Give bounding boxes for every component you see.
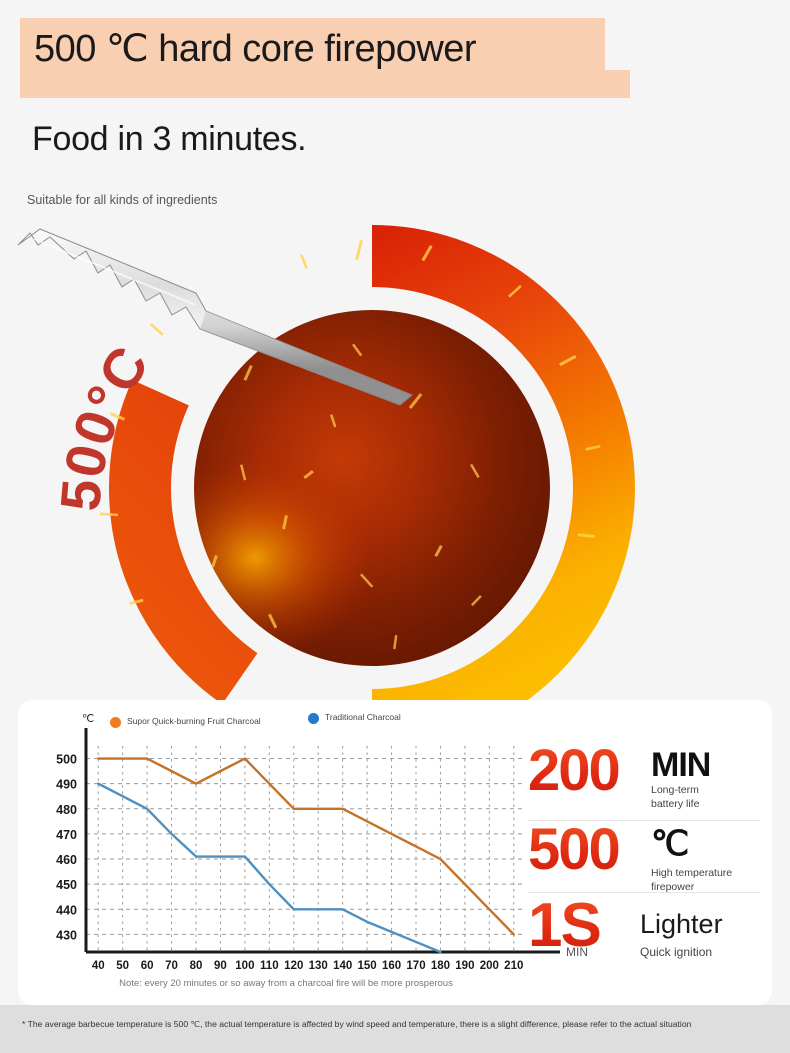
chart-note: Note: every 20 minutes or so away from a… [119, 978, 453, 989]
svg-text:200: 200 [480, 960, 499, 972]
page-subtitle: Food in 3 minutes. [32, 120, 307, 158]
svg-text:60: 60 [141, 960, 154, 972]
stat-unit: Lighter [640, 909, 723, 939]
svg-text:480: 480 [56, 803, 77, 817]
legend-label-traditional: Traditional Charcoal [325, 712, 401, 722]
svg-text:150: 150 [358, 960, 377, 972]
stat-ignition: 1S Lighter Quick ignition [528, 892, 760, 964]
svg-text:190: 190 [455, 960, 474, 972]
svg-text:460: 460 [56, 853, 77, 867]
headline-highlight-band-extension [20, 70, 630, 98]
stat-unit: MIN [651, 746, 711, 784]
svg-text:90: 90 [214, 960, 227, 972]
chart-legend: Supor Quick-burning Fruit Charcoal Tradi… [90, 712, 490, 736]
svg-text:490: 490 [56, 778, 77, 792]
svg-text:180: 180 [431, 960, 450, 972]
svg-text:170: 170 [406, 960, 425, 972]
svg-text:160: 160 [382, 960, 401, 972]
stat-number: 500 [528, 817, 621, 882]
stat-unit: ℃ [651, 825, 690, 863]
chart-card: Supor Quick-burning Fruit Charcoal Tradi… [18, 700, 772, 1005]
svg-text:130: 130 [309, 960, 328, 972]
svg-text:70: 70 [165, 960, 178, 972]
legend-dot-traditional [308, 713, 319, 724]
svg-text:210: 210 [504, 960, 523, 972]
svg-text:100: 100 [235, 960, 254, 972]
hero-image: 500°C [0, 215, 790, 705]
stat-number: 200 [528, 738, 621, 803]
footer-bar: * The average barbecue temperature is 50… [0, 1005, 790, 1053]
legend-dot-supor [110, 717, 121, 728]
svg-text:80: 80 [190, 960, 203, 972]
svg-text:140: 140 [333, 960, 352, 972]
footer-disclaimer: * The average barbecue temperature is 50… [22, 1019, 692, 1029]
svg-text:430: 430 [56, 928, 77, 942]
svg-text:500: 500 [56, 753, 77, 767]
page-title: 500 ℃ hard core firepower [34, 28, 477, 70]
stat-description: Quick ignition [640, 945, 713, 959]
stats-panel: 200 MIN Long-term battery life 500 ℃ Hig… [528, 742, 760, 964]
svg-text:40: 40 [92, 960, 105, 972]
legend-item-traditional: Traditional Charcoal [308, 712, 401, 724]
svg-text:440: 440 [56, 903, 77, 917]
svg-text:MIN: MIN [566, 945, 588, 959]
svg-text:110: 110 [260, 960, 279, 972]
svg-text:450: 450 [56, 878, 77, 892]
stat-battery-life: 200 MIN Long-term battery life [528, 742, 760, 820]
hero-graphic: 500°C [48, 225, 635, 705]
svg-text:50: 50 [116, 960, 129, 972]
stat-description: High temperature firepower [651, 867, 733, 893]
temperature-line-chart: 430 440 450 460 470 480 490 500 ℃ 40 50 60 70 80 90 100… [56, 713, 588, 972]
legend-label-supor: Supor Quick-burning Fruit Charcoal [127, 716, 261, 726]
stat-description: Long-term battery life [651, 784, 700, 810]
svg-text:470: 470 [56, 828, 77, 842]
stat-temperature: 500 ℃ High temperature firepower [528, 817, 760, 893]
page-tagline: Suitable for all kinds of ingredients [27, 193, 218, 207]
svg-text:120: 120 [284, 960, 303, 972]
stat-number: 1S [528, 891, 602, 960]
svg-text:℃: ℃ [82, 713, 94, 725]
legend-item-supor: Supor Quick-burning Fruit Charcoal [110, 716, 261, 728]
